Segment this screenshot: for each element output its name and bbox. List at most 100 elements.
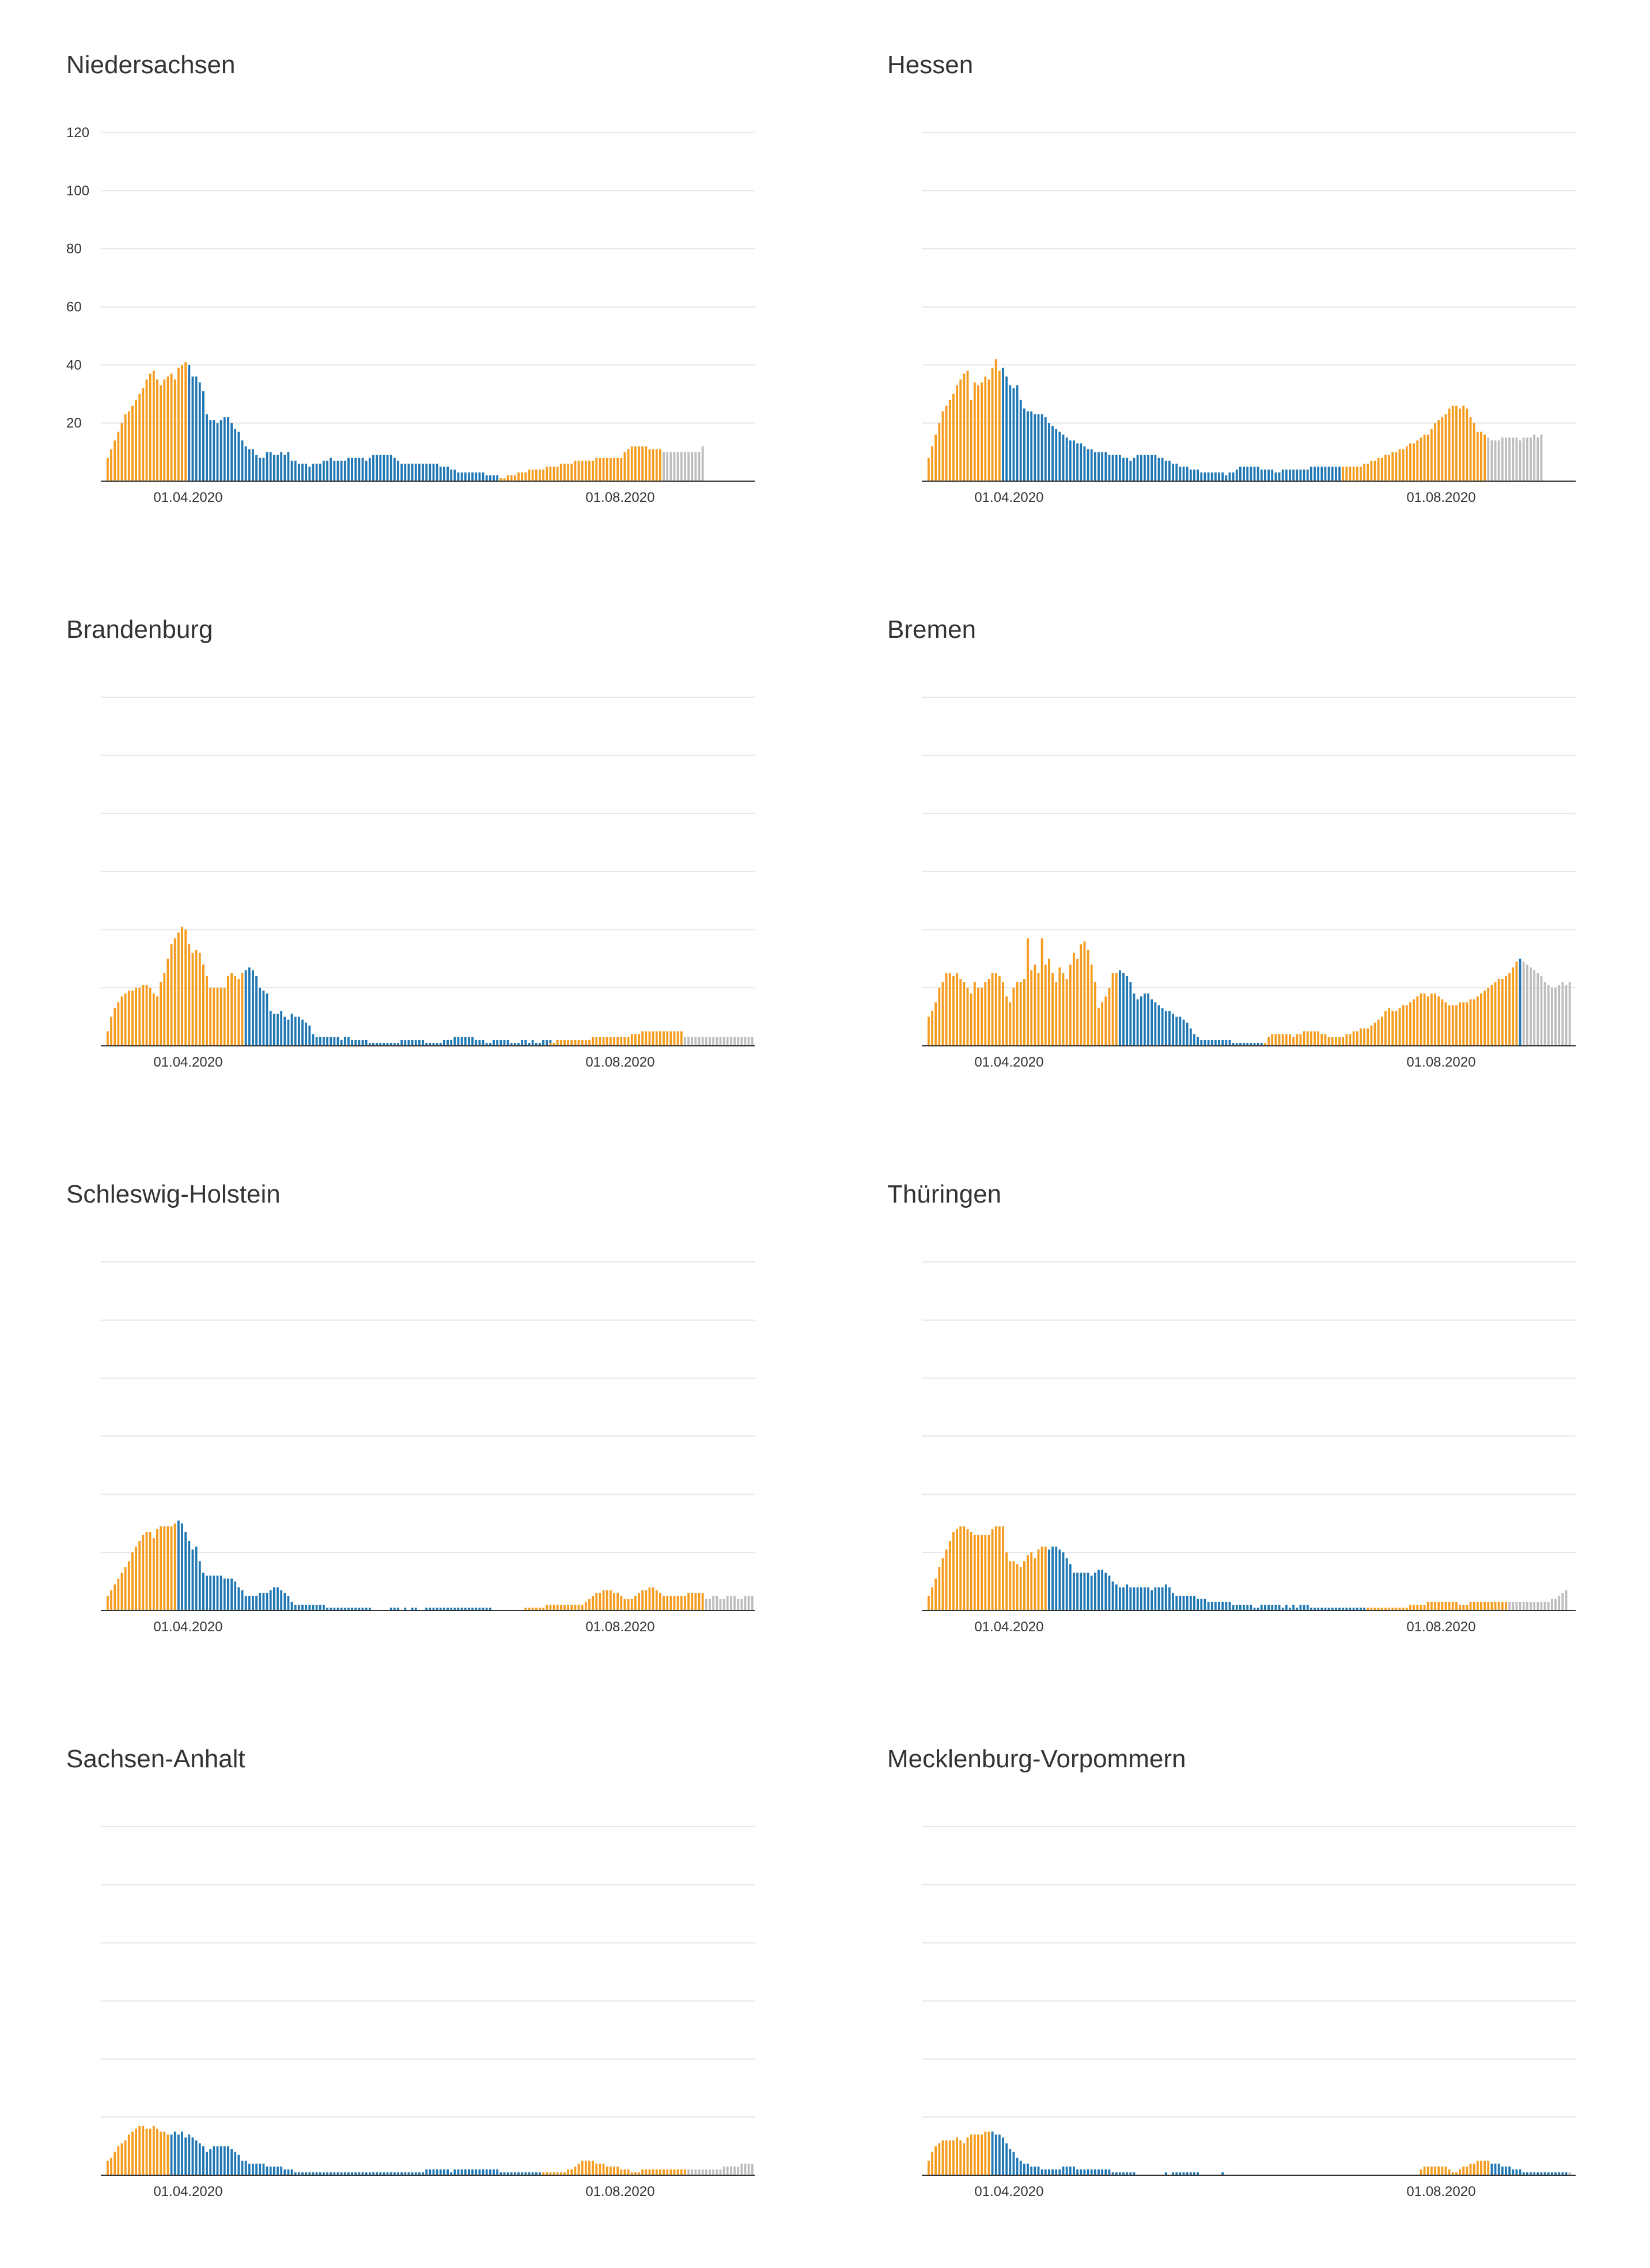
bar (439, 2169, 442, 2175)
bar (1228, 472, 1231, 481)
bar (315, 463, 318, 481)
bar (1189, 2172, 1192, 2175)
bar (542, 1607, 544, 1611)
bar (1044, 964, 1047, 1046)
bar (1352, 466, 1355, 481)
bar (634, 446, 637, 481)
bar (117, 1002, 120, 1046)
bar (1218, 1040, 1220, 1046)
bar (574, 460, 577, 481)
bar (177, 1520, 180, 1611)
bar (1214, 472, 1217, 481)
bar (1189, 1028, 1192, 1046)
bar (142, 1534, 145, 1611)
bar (252, 2163, 254, 2175)
bar (1373, 1022, 1376, 1046)
bar (503, 1040, 506, 1046)
bar (160, 1526, 162, 1611)
bar (127, 411, 130, 481)
bar (290, 1601, 293, 1611)
bar (570, 2169, 573, 2175)
bar (361, 2172, 364, 2175)
bar (559, 1604, 562, 1611)
bar (1250, 466, 1252, 481)
bar (956, 973, 958, 1046)
bar (546, 2172, 548, 2175)
bar (584, 1601, 587, 1611)
bar (1565, 1590, 1568, 1611)
bar (468, 1037, 470, 1046)
bar (166, 958, 169, 1046)
bar (701, 2169, 704, 2175)
bar (1005, 2143, 1008, 2175)
bar (124, 2140, 127, 2175)
bar (1519, 958, 1522, 1046)
bar (312, 1604, 315, 1611)
bar (220, 988, 222, 1046)
bar (1416, 440, 1419, 481)
bar (648, 449, 651, 481)
bar (1437, 420, 1440, 481)
bar (255, 2163, 258, 2175)
bar (1200, 472, 1203, 481)
bar (453, 1037, 456, 1046)
bar (326, 2172, 328, 2175)
bar (726, 1037, 729, 1046)
bar (117, 2146, 120, 2175)
bar (938, 423, 941, 481)
bar (1451, 1601, 1454, 1611)
bar (343, 1607, 346, 1611)
bar (1098, 1008, 1100, 1046)
bar (528, 1042, 531, 1046)
bar (152, 1537, 155, 1611)
bar (453, 2169, 456, 2175)
bar (1487, 437, 1490, 481)
bar (1104, 1573, 1107, 1611)
bar (138, 394, 141, 481)
bar (1349, 1034, 1352, 1046)
bar (1034, 964, 1036, 1046)
bar (1480, 2160, 1482, 2175)
bar (928, 2160, 930, 2175)
bar (1370, 460, 1373, 481)
bar (1204, 1040, 1206, 1046)
bar (443, 1040, 445, 1046)
bar (290, 1014, 293, 1046)
bar (1526, 1601, 1528, 1611)
bar (323, 2172, 325, 2175)
bar (191, 952, 194, 1046)
bar (439, 1042, 442, 1046)
bar (559, 2172, 562, 2175)
bar (198, 2143, 201, 2175)
bar (1530, 967, 1532, 1046)
bar (737, 1037, 740, 1046)
bar (351, 458, 353, 481)
bar (1232, 1604, 1235, 1611)
bar (722, 2166, 725, 2175)
bar (1204, 472, 1206, 481)
bar (941, 1558, 944, 1611)
bar (1558, 1596, 1561, 1611)
bar (941, 411, 944, 481)
bar (195, 1547, 198, 1611)
bar (1508, 2166, 1511, 2175)
bar (361, 1607, 364, 1611)
bar (1423, 2166, 1426, 2175)
bar (113, 1584, 116, 1611)
bar (1136, 1587, 1139, 1611)
bar (1349, 1607, 1352, 1611)
bar (1352, 1607, 1355, 1611)
bar (1239, 1604, 1242, 1611)
bar (216, 423, 219, 481)
bar (627, 1037, 630, 1046)
bar (652, 449, 654, 481)
bar (290, 460, 293, 481)
bar (517, 472, 520, 481)
bar (1334, 1037, 1337, 1046)
bar (365, 1607, 368, 1611)
bar (351, 1040, 353, 1046)
bar (280, 1011, 283, 1046)
bar (1101, 1570, 1104, 1611)
bar (948, 2140, 951, 2175)
bar (1062, 434, 1065, 481)
